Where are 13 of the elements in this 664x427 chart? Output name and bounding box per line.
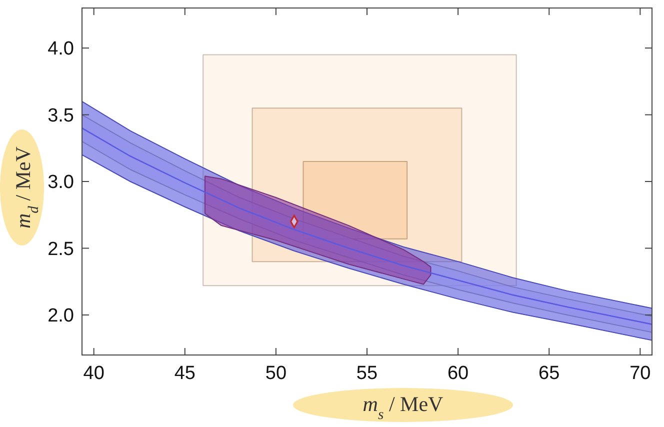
- x-tick-label: 45: [174, 363, 196, 384]
- x-tick-label: 55: [356, 363, 378, 384]
- y-tick-label: 4.0: [48, 38, 74, 60]
- x-axis-title: m$_{s}$ / MeV: [362, 392, 444, 423]
- x-tick-label: 60: [447, 363, 469, 384]
- x-tick-label: 70: [630, 363, 651, 384]
- y-tick-label: 2.5: [48, 238, 74, 260]
- x-tick-label: 40: [83, 363, 104, 384]
- y-tick-label: 3.5: [48, 105, 74, 126]
- y-tick-label: 3.0: [48, 172, 74, 194]
- x-tick-label: 65: [538, 363, 560, 384]
- y-tick-label: 2.0: [48, 306, 74, 327]
- x-tick-label: 50: [265, 363, 287, 384]
